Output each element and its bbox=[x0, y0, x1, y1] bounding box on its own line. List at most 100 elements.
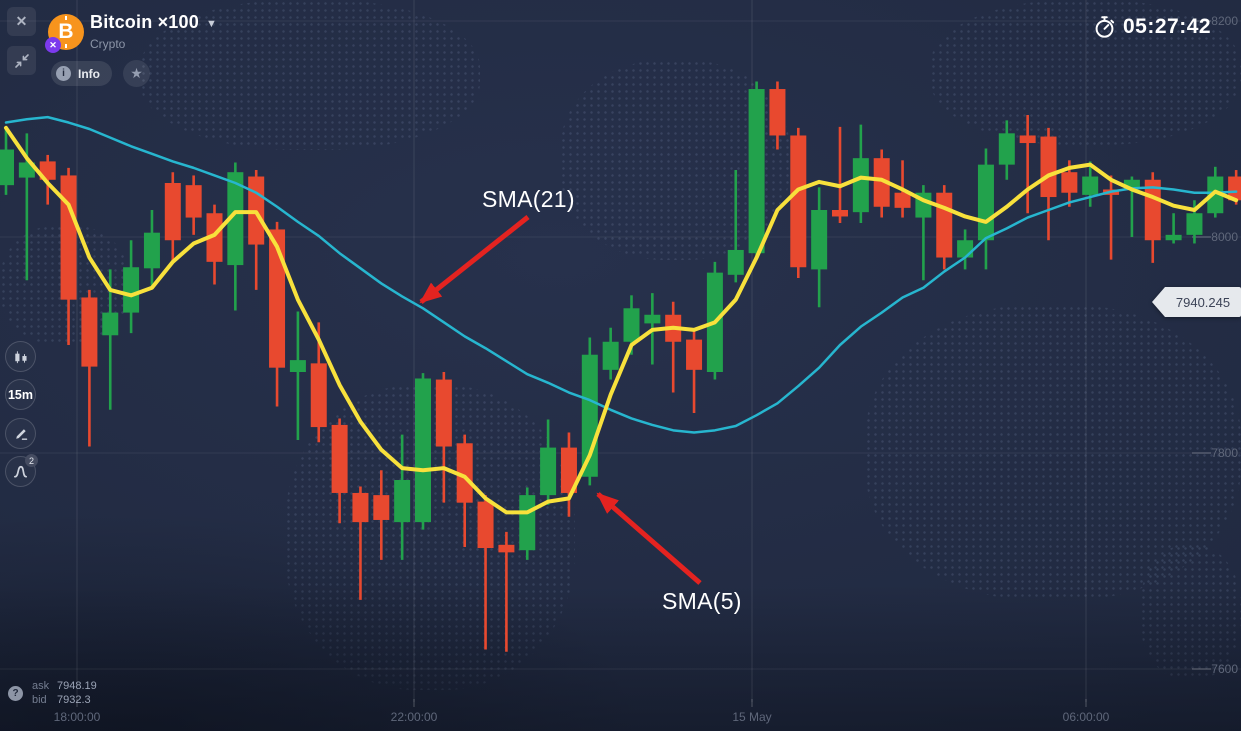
candle-body bbox=[331, 424, 348, 493]
candle-body bbox=[560, 447, 577, 493]
help-icon[interactable]: ? bbox=[8, 686, 23, 701]
candle-body bbox=[540, 447, 557, 496]
current-price-tag: 7940.245 bbox=[1152, 287, 1241, 317]
candles-series bbox=[0, 81, 1241, 652]
candle-body bbox=[790, 135, 807, 268]
candle-body bbox=[310, 363, 327, 428]
info-button[interactable]: i Info bbox=[51, 61, 112, 86]
candle-body bbox=[727, 249, 744, 275]
candle-body bbox=[477, 501, 494, 549]
candle-body bbox=[1165, 234, 1182, 241]
chart-gridlines bbox=[0, 0, 1241, 707]
chevron-down-icon: ▼ bbox=[205, 18, 217, 30]
info-button-label: Info bbox=[78, 66, 100, 81]
candle-body bbox=[852, 158, 869, 213]
candle-body bbox=[456, 443, 473, 503]
candle-body bbox=[1019, 135, 1036, 144]
asset-selector[interactable]: Bitcoin ×100 ▼ bbox=[90, 12, 217, 33]
ask-row: ask 7948.19 bbox=[32, 679, 97, 693]
sma-lines bbox=[4, 115, 1239, 515]
candle-body bbox=[602, 341, 619, 370]
candle-body bbox=[435, 379, 452, 447]
candle-body bbox=[185, 185, 202, 218]
asset-category: Crypto bbox=[90, 37, 126, 51]
close-button[interactable]: ✕ bbox=[7, 7, 36, 36]
multiplier-badge-icon: ✕ bbox=[45, 37, 61, 53]
ask-bid-values: ask 7948.19 bid 7932.3 bbox=[32, 679, 97, 707]
price-axis-label: 7600 bbox=[1211, 662, 1238, 676]
favorite-button[interactable]: ★ bbox=[123, 60, 150, 87]
bid-value: 7932.3 bbox=[57, 694, 91, 706]
annotation-arrows bbox=[419, 215, 702, 585]
timeframe-label: 15m bbox=[7, 387, 34, 402]
indicators-button[interactable]: 2 bbox=[5, 454, 38, 487]
candle-body bbox=[644, 314, 661, 324]
candle-body bbox=[289, 360, 306, 372]
bid-label: bid bbox=[32, 694, 47, 706]
quote-panel: ? ask 7948.19 bid 7932.3 bbox=[8, 679, 97, 707]
close-icon: ✕ bbox=[15, 13, 28, 29]
sma5-arrow bbox=[596, 492, 702, 585]
time-axis-label: 15 May bbox=[732, 710, 771, 724]
candle-body bbox=[519, 495, 536, 551]
bid-row: bid 7932.3 bbox=[32, 693, 97, 707]
candle-body bbox=[1228, 176, 1241, 201]
bitcoin-symbol-tick bbox=[65, 44, 67, 48]
candle-body bbox=[894, 192, 911, 208]
candlestick-chart-icon bbox=[15, 351, 27, 364]
candle-body bbox=[60, 175, 77, 300]
candle-body bbox=[748, 89, 765, 254]
draw-tool-button[interactable] bbox=[5, 418, 36, 449]
sma21-arrow bbox=[419, 215, 530, 304]
expiration-timer: 05:27:42 bbox=[1092, 14, 1211, 40]
collapse-arrows-icon bbox=[14, 53, 29, 68]
price-tag-pointer-icon bbox=[1152, 287, 1165, 317]
candle-body bbox=[1061, 172, 1078, 193]
candle-body bbox=[123, 267, 140, 313]
candle-body bbox=[102, 312, 119, 336]
timeframe-button[interactable]: 15m bbox=[5, 379, 36, 410]
candle-body bbox=[832, 210, 848, 217]
info-icon: i bbox=[56, 66, 71, 81]
stopwatch-icon bbox=[1095, 16, 1115, 38]
candle-body bbox=[1207, 176, 1224, 214]
candle-body bbox=[352, 492, 369, 523]
candle-body bbox=[206, 213, 223, 262]
candle-body bbox=[1123, 179, 1140, 190]
candle-body bbox=[1040, 136, 1057, 198]
time-axis-label: 18:00:00 bbox=[54, 710, 101, 724]
candle-body bbox=[81, 297, 98, 367]
candle-body bbox=[936, 192, 953, 258]
ask-label: ask bbox=[32, 680, 50, 692]
collapse-button[interactable] bbox=[7, 46, 36, 75]
ask-value: 7948.19 bbox=[57, 680, 97, 692]
candle-body bbox=[498, 544, 515, 553]
candle-body bbox=[686, 339, 703, 370]
price-tag-value: 7940.245 bbox=[1165, 287, 1241, 317]
sma21-annotation-label: SMA(21) bbox=[482, 186, 575, 212]
candle-body bbox=[18, 162, 35, 178]
bitcoin-symbol-tick bbox=[65, 16, 67, 20]
indicator-curve-icon bbox=[13, 465, 28, 478]
candle-body bbox=[977, 164, 994, 241]
axis-labels: 8200 8000 7800 7600 18:00:00 22:00:00 15 May 06… bbox=[54, 14, 1239, 724]
candle-body bbox=[227, 172, 244, 266]
candle-body bbox=[623, 308, 640, 342]
sma21-line bbox=[4, 115, 1238, 434]
timer-value: 05:27:42 bbox=[1123, 15, 1212, 38]
candle-body bbox=[873, 158, 890, 207]
candle-body bbox=[811, 210, 828, 270]
sma5-annotation-label: SMA(5) bbox=[662, 588, 742, 614]
sma5-line bbox=[4, 125, 1239, 515]
chart-type-button[interactable] bbox=[5, 341, 36, 372]
candle-body bbox=[269, 229, 286, 368]
asset-name: Bitcoin ×100 bbox=[90, 12, 199, 32]
bitcoin-symbol: B bbox=[58, 19, 74, 43]
bitcoin-logo: B ✕ bbox=[45, 14, 84, 53]
candle-body bbox=[164, 183, 181, 241]
star-icon: ★ bbox=[130, 65, 143, 81]
candle-body bbox=[1082, 176, 1099, 195]
candle-body bbox=[998, 133, 1015, 165]
